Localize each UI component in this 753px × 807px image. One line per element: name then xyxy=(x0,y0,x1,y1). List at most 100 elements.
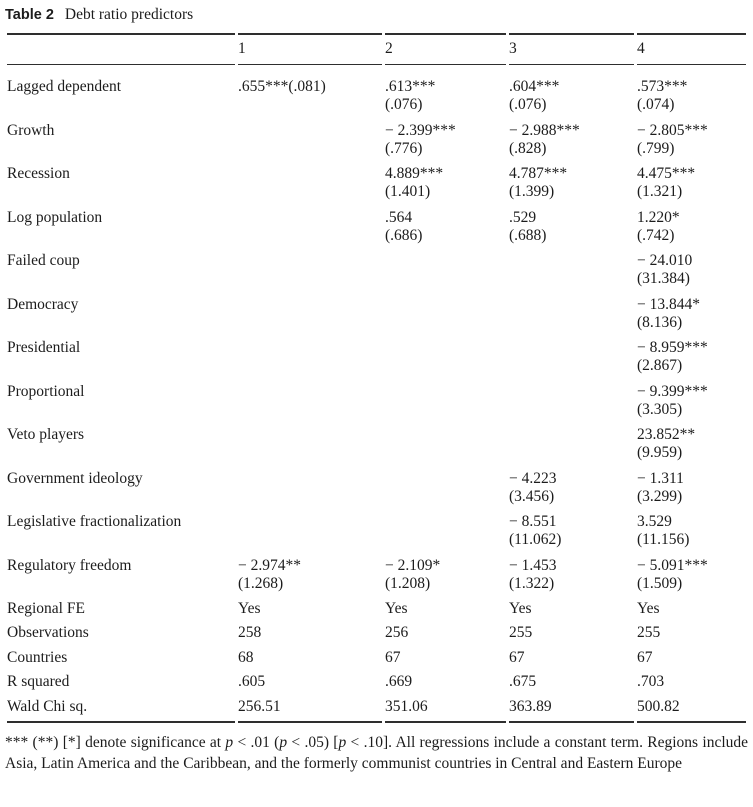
coef-cell: .604*** (.076) xyxy=(509,78,560,113)
coef-cell xyxy=(509,292,634,336)
summary-row: Countries 68 67 67 67 xyxy=(7,646,746,671)
row-label: Legislative fractionalization xyxy=(7,513,182,530)
row-label: Presidential xyxy=(7,339,81,356)
summary-value: 258 xyxy=(238,624,262,641)
footnote-p-symbol: p xyxy=(225,733,234,751)
coef-rows: Lagged dependent .655***(.081) .613*** (.… xyxy=(7,65,746,597)
coef-cell xyxy=(509,423,634,467)
header-cell-label xyxy=(7,33,235,65)
coef-cell xyxy=(238,292,382,336)
coef-cell: − 9.399*** (3.305) xyxy=(637,382,708,418)
coef-cell: − 8.551 (11.062) xyxy=(509,513,562,548)
coef-cell xyxy=(509,336,634,380)
row-label: Growth xyxy=(7,121,55,139)
summary-row: Regional FE Yes Yes Yes Yes xyxy=(7,597,746,622)
coef-cell: − 13.844* (8.136) xyxy=(637,295,700,331)
coef-cell xyxy=(238,118,382,162)
row-label: Proportional xyxy=(7,382,85,400)
coef-cell xyxy=(238,336,382,380)
coef-cell: 3.529 (11.156) xyxy=(637,513,690,548)
header-row: 1 2 3 4 xyxy=(7,33,746,65)
header-cell-model-3: 3 xyxy=(509,33,634,65)
coef-cell xyxy=(238,162,382,206)
coef-cell xyxy=(385,379,506,423)
row-label: Failed coup xyxy=(7,252,80,269)
summary-value: .703 xyxy=(637,673,665,690)
table-row: Regulatory freedom − 2.974** (1.268) − 2.… xyxy=(7,553,746,597)
table-footnote: *** (**) [*] denote significance at p < … xyxy=(5,732,748,775)
table-caption: Debt ratio predictors xyxy=(64,6,194,23)
coef-cell: − 4.223 (3.456) xyxy=(509,469,557,505)
coef-cell xyxy=(385,423,506,467)
coef-cell: 23.852** (9.959) xyxy=(637,426,696,461)
row-label: Regulatory freedom xyxy=(7,556,132,574)
coef-cell: .564 (.686) xyxy=(385,208,423,244)
coef-cell: − 8.959*** (2.867) xyxy=(637,339,708,374)
coef-cell: 4.787*** (1.399) xyxy=(509,165,568,200)
coef-cell: − 5.091*** (1.509) xyxy=(637,556,708,592)
row-label: Government ideology xyxy=(7,469,143,487)
summary-value: 256 xyxy=(385,624,409,641)
footnote-text: < .10]. All regressions include a consta… xyxy=(5,733,749,773)
summary-value: 500.82 xyxy=(637,695,746,723)
header-cell-model-4: 4 xyxy=(637,33,746,65)
summary-value: 351.06 xyxy=(385,695,506,723)
footnote-p-symbol: p xyxy=(279,733,288,751)
coef-cell: .573*** (.074) xyxy=(637,78,688,113)
coef-cell xyxy=(238,510,382,554)
table-row: Presidential − 8.959*** (2.867) xyxy=(7,336,746,380)
row-label: Countries xyxy=(7,648,68,666)
coef-cell: 4.475*** (1.321) xyxy=(637,165,696,200)
footnote-p-symbol: p xyxy=(338,733,347,751)
coef-cell xyxy=(238,249,382,293)
coef-cell: 1.220* (.742) xyxy=(637,208,680,244)
regression-table: 1 2 3 4 Lagged dependent .655***(.081) .… xyxy=(4,33,749,723)
coef-cell: .655***(.081) xyxy=(238,78,326,95)
table-row: Recession 4.889*** (1.401) 4.787*** (1.399… xyxy=(7,162,746,206)
summary-row: Wald Chi sq. 256.51 351.06 363.89 500.82 xyxy=(7,695,746,723)
summary-value: Yes xyxy=(509,599,532,617)
table-row: Failed coup − 24.010 (31.384) xyxy=(7,249,746,293)
summary-value: 256.51 xyxy=(238,695,382,723)
header-cell-model-2: 2 xyxy=(385,33,506,65)
coef-cell xyxy=(238,423,382,467)
table-row: Growth − 2.399*** (.776) − 2.988*** (.828)… xyxy=(7,118,746,162)
row-label: Lagged dependent xyxy=(7,78,122,95)
coef-cell xyxy=(385,292,506,336)
summary-value: 67 xyxy=(385,648,401,666)
summary-value: 67 xyxy=(509,648,525,666)
coef-cell xyxy=(238,466,382,510)
footnote-text: *** (**) [*] denote significance at xyxy=(5,733,226,751)
summary-row: R squared .605 .669 .675 .703 xyxy=(7,670,746,695)
summary-row: Observations 258 256 255 255 xyxy=(7,621,746,646)
coef-cell: .529 (.688) xyxy=(509,208,547,244)
table-title: Table 2 Debt ratio predictors xyxy=(5,6,748,24)
summary-value: 255 xyxy=(509,624,533,641)
table-row: Lagged dependent .655***(.081) .613*** (.… xyxy=(7,65,746,118)
summary-value: .669 xyxy=(385,673,413,690)
coef-cell xyxy=(385,466,506,510)
row-label: Wald Chi sq. xyxy=(7,695,235,723)
coef-cell: − 1.311 (3.299) xyxy=(637,469,684,505)
footnote-text: < .05) [ xyxy=(287,733,339,751)
coef-cell xyxy=(509,379,634,423)
coef-cell: − 2.109* (1.208) xyxy=(385,556,441,592)
summary-value: .605 xyxy=(238,673,266,690)
table-row: Government ideology − 4.223 (3.456) − 1.3… xyxy=(7,466,746,510)
coef-cell xyxy=(238,379,382,423)
row-label: R squared xyxy=(7,673,70,690)
coef-cell: 4.889*** (1.401) xyxy=(385,165,444,200)
summary-value: 255 xyxy=(637,624,661,641)
summary-value: Yes xyxy=(637,599,660,617)
coef-cell xyxy=(385,336,506,380)
coef-cell: − 2.988*** (.828) xyxy=(509,121,580,157)
coef-cell: − 24.010 (31.384) xyxy=(637,252,693,287)
table-row: Veto players 23.852** (9.959) xyxy=(7,423,746,467)
coef-cell: − 1.453 (1.322) xyxy=(509,556,557,592)
summary-value: 363.89 xyxy=(509,695,634,723)
table-row: Proportional − 9.399*** (3.305) xyxy=(7,379,746,423)
coef-cell: − 2.805*** (.799) xyxy=(637,121,708,157)
paper-page: Table 2 Debt ratio predictors 1 2 3 4 Lag… xyxy=(4,6,749,775)
summary-value: 68 xyxy=(238,648,254,666)
footnote-text: < .01 ( xyxy=(233,733,280,751)
